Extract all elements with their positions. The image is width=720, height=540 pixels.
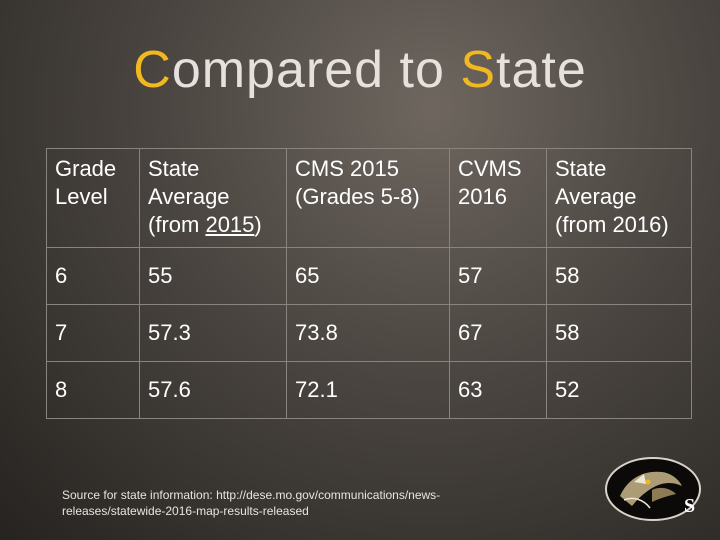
header-text: Grade [55, 156, 117, 181]
header-text: Level [55, 184, 108, 209]
table-cell: 72.1 [286, 361, 450, 419]
header-text: (Grades 5-8) [295, 184, 420, 209]
header-cvms-2016: CVMS 2016 [449, 148, 547, 248]
header-state-average-2015: State Average (from 2015) [139, 148, 287, 248]
source-line-2: releases/statewide-2016-map-results-rele… [62, 504, 309, 518]
table-cell: 8 [46, 361, 140, 419]
source-note: Source for state information: http://des… [62, 487, 532, 519]
header-state-average-2016: State Average (from 2016) [546, 148, 692, 248]
comparison-table: Grade Level State Average (from 2015) CM… [46, 148, 692, 419]
wildcat-logo-icon: S [605, 457, 701, 521]
table-cell: 65 [286, 247, 450, 305]
header-text: State [148, 156, 200, 181]
header-grade-level: Grade Level [46, 148, 140, 248]
title-accent-c: C [133, 41, 172, 99]
table-cell: 57.6 [139, 361, 287, 419]
table-cell: 58 [546, 247, 692, 305]
table-cell: 67 [449, 304, 547, 362]
table-row: 8 57.6 72.1 63 52 [46, 361, 692, 419]
table-cell: 57 [449, 247, 547, 305]
header-text: CMS 2015 [295, 156, 399, 181]
table-row: 6 55 65 57 58 [46, 247, 692, 305]
header-text: Average [148, 184, 230, 209]
logo-letter: S [684, 495, 695, 517]
header-text: (from 2016) [555, 212, 669, 237]
header-text: (from [148, 212, 206, 237]
table-cell: 58 [546, 304, 692, 362]
table-row: 7 57.3 73.8 67 58 [46, 304, 692, 362]
table-header-row: Grade Level State Average (from 2015) CM… [46, 148, 692, 248]
source-line-1: Source for state information: http://des… [62, 488, 441, 502]
table-cell: 63 [449, 361, 547, 419]
title-text-part1: ompared to [171, 41, 461, 99]
header-text: CVMS [458, 156, 522, 181]
header-text: 2016 [458, 184, 507, 209]
header-year-link: 2015 [205, 212, 255, 237]
title-accent-s: S [460, 41, 496, 99]
title-text-part2: tate [496, 41, 587, 99]
page-title: Compared to State [0, 40, 720, 100]
table-cell: 73.8 [286, 304, 450, 362]
header-text: Average [555, 184, 637, 209]
header-text: ) [254, 212, 262, 237]
header-cms-2015: CMS 2015 (Grades 5-8) [286, 148, 450, 248]
header-text: State [555, 156, 607, 181]
table-cell: 57.3 [139, 304, 287, 362]
table-cell: 7 [46, 304, 140, 362]
table-cell: 6 [46, 247, 140, 305]
table-cell: 52 [546, 361, 692, 419]
table-cell: 55 [139, 247, 287, 305]
